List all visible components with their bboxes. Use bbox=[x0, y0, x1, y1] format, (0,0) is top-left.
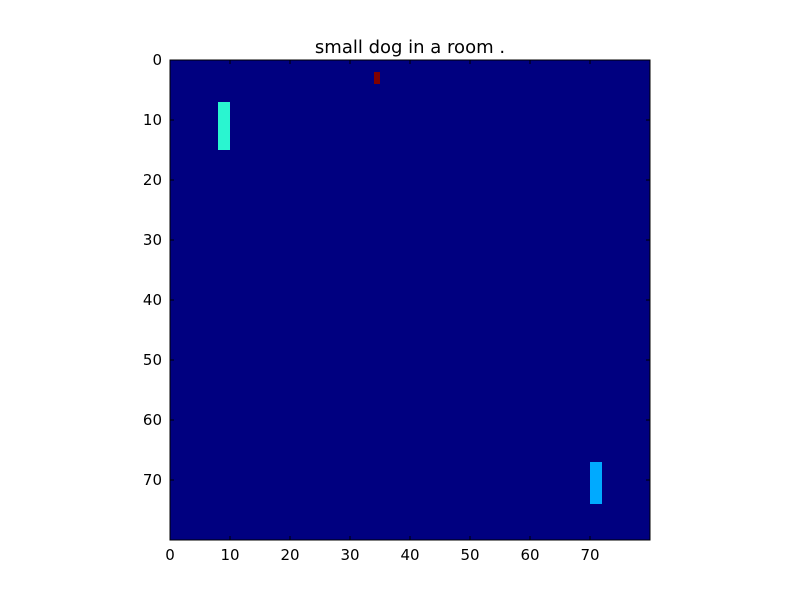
plot-area bbox=[169, 59, 651, 541]
y-tick-label-2: 20 bbox=[143, 171, 162, 189]
y-tick-label-6: 60 bbox=[143, 411, 162, 429]
heatmap-cell-0 bbox=[218, 102, 230, 150]
y-axis-ticks: 0 10 20 30 40 50 60 70 bbox=[143, 51, 650, 489]
heatmap-background bbox=[170, 60, 650, 540]
x-tick-label-6: 60 bbox=[520, 546, 539, 564]
y-tick-label-1: 10 bbox=[143, 111, 162, 129]
heatmap-cell-2 bbox=[374, 72, 380, 84]
heatmap-cell-1 bbox=[590, 462, 602, 504]
x-tick-label-7: 70 bbox=[580, 546, 599, 564]
chart-title: small dog in a room . bbox=[315, 37, 505, 58]
y-tick-label-5: 50 bbox=[143, 351, 162, 369]
y-tick-label-7: 70 bbox=[143, 471, 162, 489]
y-tick-label-0: 0 bbox=[152, 51, 162, 69]
x-tick-label-5: 50 bbox=[460, 546, 479, 564]
x-axis-ticks: 0 10 20 30 40 50 60 70 bbox=[165, 60, 600, 564]
x-tick-label-1: 10 bbox=[220, 546, 239, 564]
y-tick-label-4: 40 bbox=[143, 291, 162, 309]
heatmap-cells bbox=[218, 72, 602, 504]
x-tick-label-3: 30 bbox=[340, 546, 359, 564]
x-tick-label-2: 20 bbox=[280, 546, 299, 564]
x-tick-label-0: 0 bbox=[165, 546, 175, 564]
y-tick-label-3: 30 bbox=[143, 231, 162, 249]
x-tick-label-4: 40 bbox=[400, 546, 419, 564]
